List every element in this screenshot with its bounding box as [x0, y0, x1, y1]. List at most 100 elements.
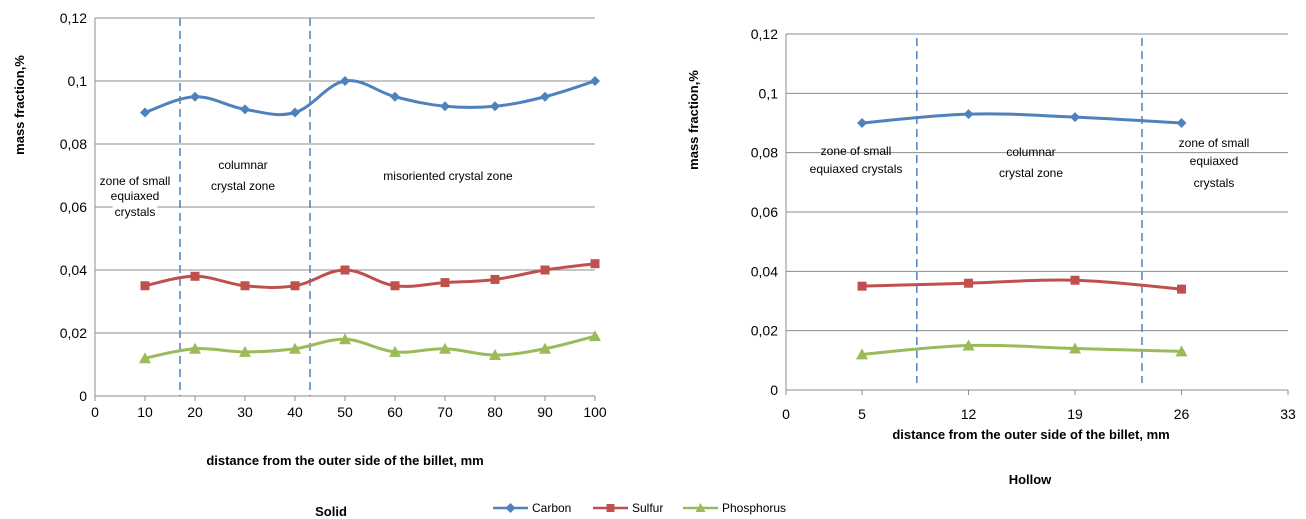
solid-zone-labels: zone of small equiaxed crystals columnar… — [97, 158, 513, 220]
data-point-phosphorus — [1175, 345, 1188, 357]
hollow-zone-lines — [916, 38, 1143, 383]
data-point-carbon — [190, 91, 200, 102]
data-point-carbon — [1176, 118, 1187, 128]
series-line-phosphorus — [861, 343, 1182, 356]
hollow-x-tick-labels: 0 5 12 19 26 33 — [782, 406, 1296, 422]
zone-label-background — [97, 173, 173, 189]
legend-item-sulfur: Sulfur — [593, 501, 663, 515]
x-tick-label: 0 — [91, 404, 99, 420]
y-tick-label: 0 — [79, 388, 87, 404]
data-point-sulfur — [440, 278, 450, 288]
data-point-sulfur — [390, 281, 400, 291]
data-point-phosphorus — [439, 342, 451, 354]
data-point-carbon — [440, 101, 450, 112]
hollow-zone-label: equiaxed — [1190, 154, 1239, 168]
data-point-phosphorus — [589, 330, 601, 342]
data-point-phosphorus — [856, 348, 869, 360]
data-point-phosphorus — [1069, 342, 1082, 354]
solid-y-tick-labels: 0 0,02 0,04 0,06 0,08 0,1 0,12 — [60, 10, 87, 404]
data-point-sulfur — [540, 265, 550, 275]
hollow-zone-label: columnar — [1006, 145, 1055, 159]
series-line-carbon — [861, 112, 1182, 125]
solid-zone-label: crystal zone — [211, 179, 275, 193]
solid-y-axis-label: mass fraction,% — [12, 55, 27, 155]
legend-label-phosphorus: Phosphorus — [722, 501, 786, 515]
hollow-gridlines — [786, 33, 1288, 332]
x-tick-label: 12 — [961, 406, 977, 422]
y-tick-label: 0,12 — [751, 26, 778, 42]
data-point-sulfur — [857, 281, 867, 291]
data-point-phosphorus — [239, 345, 251, 357]
data-point-carbon — [290, 107, 300, 118]
data-point-carbon — [490, 101, 500, 112]
x-tick-label: 5 — [858, 406, 866, 422]
zone-label-background — [112, 204, 158, 220]
x-tick-label: 10 — [137, 404, 153, 420]
series-line-phosphorus — [144, 334, 596, 360]
y-tick-label: 0,02 — [60, 325, 87, 341]
y-tick-label: 0,04 — [751, 263, 778, 279]
data-point-carbon — [590, 76, 600, 86]
data-point-carbon — [857, 118, 868, 128]
hollow-markers — [856, 109, 1188, 360]
data-point-sulfur — [340, 265, 350, 275]
series-line-sulfur — [862, 278, 1182, 291]
y-tick-label: 0,08 — [751, 145, 778, 161]
data-point-phosphorus — [339, 333, 351, 345]
data-point-sulfur — [140, 281, 150, 291]
hollow-zone-label: crystal zone — [999, 166, 1063, 180]
legend-label-sulfur: Sulfur — [632, 501, 663, 515]
x-tick-label: 70 — [437, 404, 453, 420]
hollow-series-lines — [861, 112, 1182, 356]
y-tick-label: 0,06 — [751, 204, 778, 220]
solid-zone-label: equiaxed — [111, 189, 160, 203]
x-tick-label: 26 — [1174, 406, 1190, 422]
x-tick-label: 90 — [537, 404, 553, 420]
x-tick-label: 33 — [1280, 406, 1296, 422]
y-tick-label: 0,12 — [60, 10, 87, 26]
data-point-sulfur — [490, 274, 500, 284]
data-point-carbon — [963, 109, 974, 120]
series-line-sulfur — [144, 262, 596, 289]
data-point-phosphorus — [139, 352, 151, 364]
data-point-phosphorus — [289, 342, 301, 354]
zone-label-background — [108, 188, 162, 204]
solid-series-lines — [144, 79, 596, 360]
solid-zone-label: crystals — [115, 205, 156, 219]
x-tick-label: 19 — [1067, 406, 1083, 422]
data-point-sulfur — [1177, 284, 1187, 294]
x-tick-label: 80 — [487, 404, 503, 420]
data-point-sulfur — [1070, 275, 1080, 285]
data-point-sulfur — [190, 271, 200, 281]
solid-x-tick-labels: 0 10 20 30 40 50 60 70 80 90 100 — [91, 404, 607, 420]
solid-zone-label: columnar — [218, 158, 267, 172]
y-tick-label: 0,1 — [759, 85, 779, 101]
data-point-phosphorus — [489, 349, 501, 361]
y-tick-label: 0,1 — [68, 73, 88, 89]
x-tick-label: 60 — [387, 404, 403, 420]
hollow-y-tick-labels: 0 0,02 0,04 0,06 0,08 0,1 0,12 — [751, 26, 778, 398]
data-point-carbon — [1070, 112, 1081, 123]
data-point-phosphorus — [539, 342, 551, 354]
data-point-phosphorus — [962, 339, 975, 351]
y-tick-label: 0,02 — [751, 323, 778, 339]
hollow-zone-label: crystals — [1194, 176, 1235, 190]
legend-item-phosphorus: Phosphorus — [683, 501, 786, 515]
x-tick-label: 30 — [237, 404, 253, 420]
hollow-zone-label: zone of small — [1179, 136, 1250, 150]
hollow-y-axis-label: mass fraction,% — [686, 70, 701, 170]
y-tick-label: 0 — [770, 382, 778, 398]
solid-markers — [139, 76, 601, 364]
legend-diamond-marker — [505, 503, 516, 513]
legend-triangle-marker — [695, 503, 706, 512]
data-point-carbon — [540, 91, 550, 102]
chart-hollow: zone of small equiaxed crystals columnar… — [686, 26, 1296, 487]
legend-square-marker — [606, 504, 615, 512]
solid-zone-label: zone of small — [100, 174, 171, 188]
x-tick-label: 20 — [187, 404, 203, 420]
data-point-carbon — [240, 104, 250, 115]
y-tick-label: 0,04 — [60, 262, 87, 278]
solid-chart-title: Solid — [315, 504, 347, 519]
hollow-zone-labels: zone of small equiaxed crystals columnar… — [810, 136, 1250, 190]
